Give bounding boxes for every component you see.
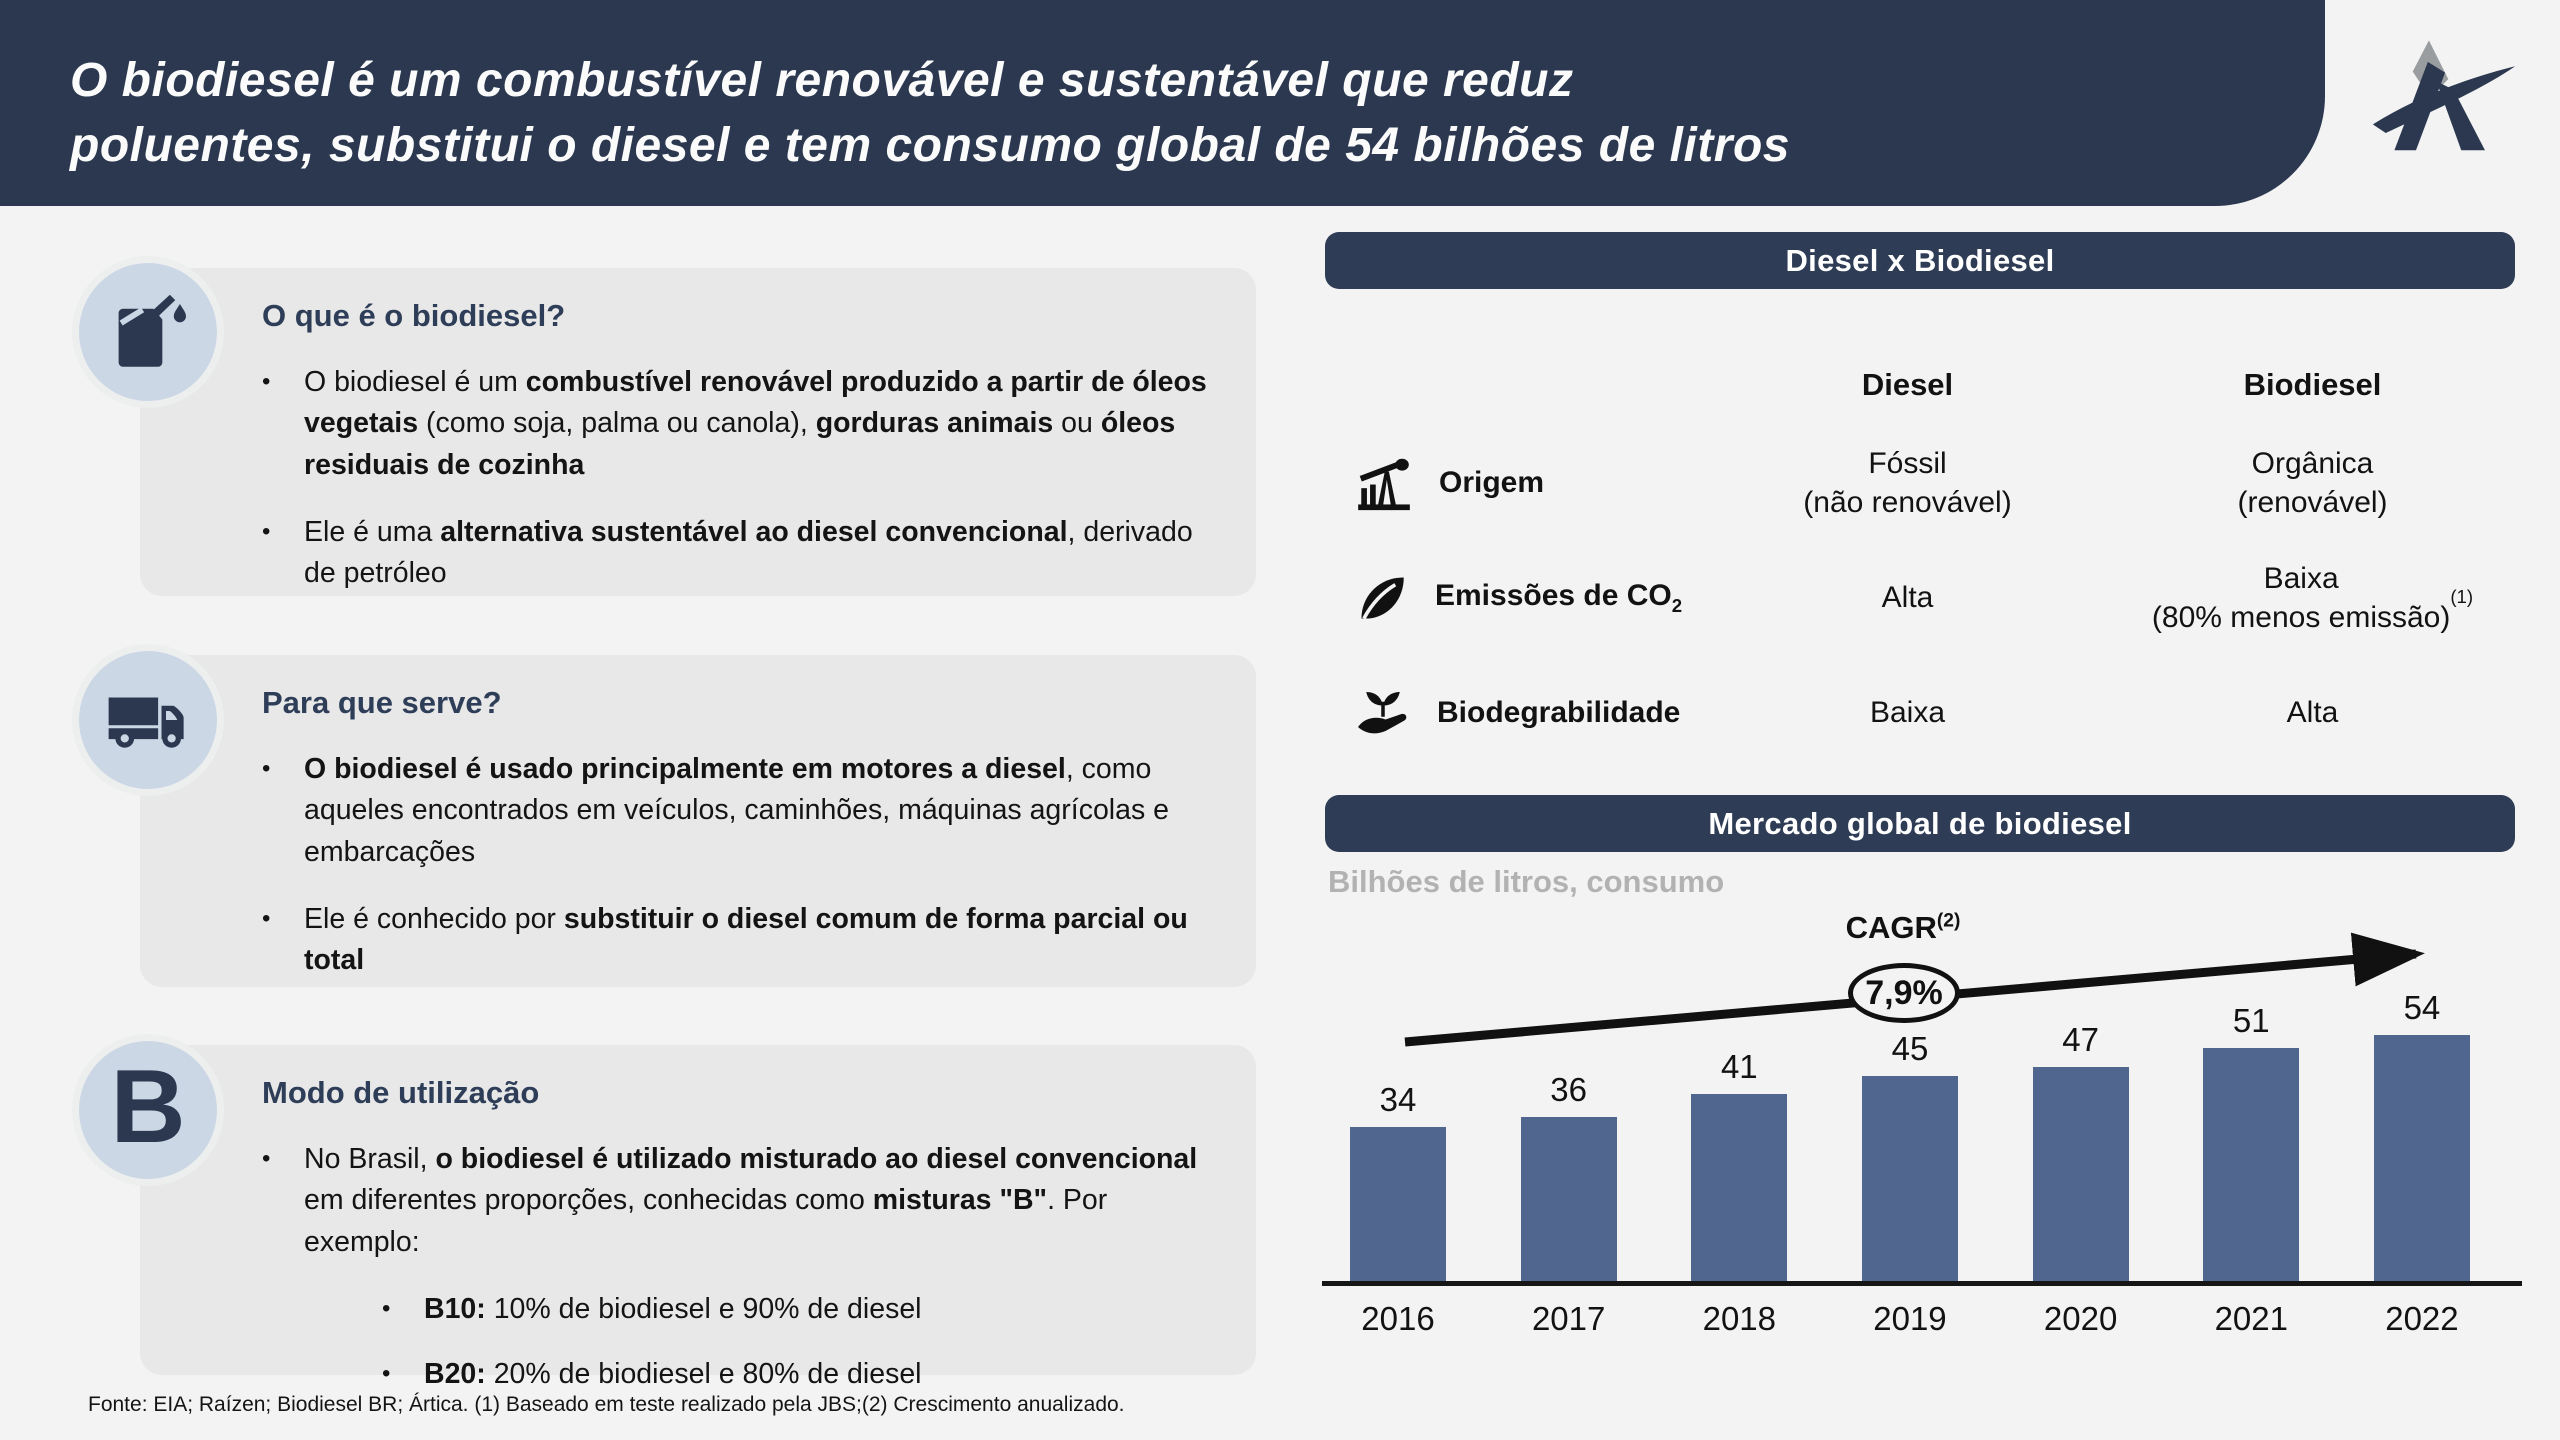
x-tick-label: 2022	[2385, 1300, 2459, 1337]
bar-column: 34	[1350, 1081, 1446, 1283]
bullet-dot-icon: •	[262, 517, 271, 545]
fuel-can-badge	[72, 256, 224, 408]
column-header-biodiesel: Biodiesel	[2243, 366, 2382, 402]
value-origem-biodiesel: Orgânica (renovável)	[2237, 446, 2388, 519]
slide-title: O biodiesel é um combustível renovável e…	[70, 48, 1790, 179]
info-box-modo-utilizacao: Modo de utilização • No Brasil, o biodie…	[140, 1045, 1256, 1390]
x-tick-label: 2020	[2043, 1300, 2118, 1337]
row-label-origem: Origem	[1325, 425, 1705, 540]
bullet-dot-icon: •	[262, 755, 271, 782]
market-banner: Mercado global de biodiesel	[1325, 795, 2515, 852]
truck-badge	[72, 644, 224, 796]
x-tick-label: 2017	[1531, 1300, 1606, 1337]
bullet-item: • Ele é conhecido por substituir o diese…	[262, 899, 1211, 982]
bar-group: 34 36 41 45 47 51 54	[1350, 989, 2470, 1283]
bar	[2373, 1034, 2470, 1283]
bar-column: 47	[2032, 1020, 2129, 1283]
bar-value-label: 47	[2062, 1020, 2099, 1058]
hand-plant-icon	[1358, 691, 1407, 733]
x-tick-label: 2021	[2214, 1300, 2288, 1337]
cagr-value: 7,9%	[1865, 973, 1943, 1012]
chart-x-tick-labels: 2016 2017 2018 2019 2020 2021 2022	[1350, 1300, 2470, 1338]
bar	[2032, 1066, 2129, 1283]
box-title: O que é o biodiesel?	[262, 298, 566, 333]
bullet-text: Ele é uma alternativa sustentável ao die…	[304, 515, 1193, 590]
bar-column: 54	[2373, 988, 2470, 1283]
bullet-text: O biodiesel é um combustível renovável p…	[304, 366, 1207, 481]
bullet-text: B10: 10% de biodiesel e 90% de diesel	[424, 1292, 922, 1325]
header-banner: O biodiesel é um combustível renovável e…	[0, 0, 2325, 206]
bar-column: 45	[1861, 1030, 1958, 1283]
letter-b-badge: B	[72, 1034, 224, 1186]
slide-title-line2: poluentes, substitui o diesel e tem cons…	[70, 119, 1790, 173]
value-emissoes-biodiesel: Baixa (80% menos emissão) (1)	[2151, 561, 2474, 634]
bar-column: 41	[1691, 1048, 1788, 1283]
slide-title-line1: O biodiesel é um combustível renovável e…	[70, 54, 1574, 107]
bar	[1520, 1117, 1617, 1283]
bullet-dot-icon: •	[382, 1360, 391, 1388]
bar	[1691, 1094, 1788, 1283]
cagr-label: CAGR(2)	[1845, 910, 1961, 945]
x-tick-label: 2016	[1361, 1300, 1435, 1337]
bullet-item: • Ele é uma alternativa sustentável ao d…	[262, 512, 1211, 595]
row-label-biodegrabilidade: Biodegrabilidade	[1325, 655, 1705, 770]
source-footnote: Fonte: EIA; Raízen; Biodiesel BR; Ártica…	[88, 1393, 1125, 1416]
bar-value-label: 41	[1720, 1048, 1758, 1086]
bullet-item: • O biodiesel é usado principalmente em …	[262, 749, 1211, 873]
oil-pump-icon	[1358, 458, 1410, 510]
bar-column: 51	[2203, 1002, 2300, 1283]
row-label-text: Emissões de CO2	[1435, 579, 1683, 617]
row-label-emissoes: Emissões de CO2	[1325, 540, 1705, 655]
bar	[2203, 1048, 2300, 1283]
bullet-text: O biodiesel é usado principalmente em mo…	[304, 753, 1169, 868]
bullet-item: • No Brasil, o biodiesel é utilizado mis…	[262, 1139, 1211, 1263]
bar-value-label: 34	[1379, 1080, 1417, 1118]
value-emissoes-diesel: Alta	[1881, 581, 1934, 614]
bullet-dot-icon: •	[382, 1294, 391, 1322]
sub-bullet-item: • B20: 20% de biodiesel e 80% de diesel	[382, 1354, 1211, 1395]
bullet-text: B20: 20% de biodiesel e 80% de diesel	[424, 1358, 922, 1391]
sub-bullet-item: • B10: 10% de biodiesel e 90% de diesel	[382, 1289, 1211, 1330]
fuel-can-icon	[118, 294, 186, 367]
value-origem-diesel: Fóssil (não renovável)	[1803, 446, 2012, 519]
bar-value-label: 45	[1891, 1030, 1929, 1067]
leaf-icon	[1361, 576, 1404, 619]
bullet-dot-icon: •	[262, 368, 271, 395]
bullet-dot-icon: •	[262, 904, 271, 932]
comparison-table: Diesel Biodiesel Origem Fóssil (não reno…	[1325, 345, 2515, 770]
bar-column: 36	[1520, 1071, 1617, 1283]
comparison-banner-label: Diesel x Biodiesel	[1785, 242, 2055, 278]
bullet-dot-icon: •	[262, 1145, 271, 1172]
bar-value-label: 51	[2232, 1002, 2270, 1040]
chart-x-axis	[1322, 1281, 2522, 1286]
value-biodegrabilidade-diesel: Baixa	[1869, 696, 1946, 729]
bullet-item: • O biodiesel é um combustível renovável…	[262, 362, 1211, 486]
letter-b-icon: B	[110, 1049, 186, 1165]
comparison-banner: Diesel x Biodiesel	[1325, 232, 2515, 289]
market-banner-label: Mercado global de biodiesel	[1708, 805, 2132, 841]
row-label-text: Biodegrabilidade	[1437, 696, 1681, 729]
x-tick-label: 2019	[1873, 1300, 1947, 1337]
truck-icon	[108, 697, 184, 748]
bullet-text: No Brasil, o biodiesel é utilizado mistu…	[304, 1143, 1198, 1258]
bullet-text: Ele é conhecido por substituir o diesel …	[304, 902, 1188, 977]
bar-value-label: 36	[1550, 1071, 1588, 1109]
column-header-diesel: Diesel	[1861, 366, 1954, 402]
value-biodegrabilidade-biodiesel: Alta	[2286, 696, 2339, 729]
box-title: Modo de utilização	[262, 1075, 540, 1110]
cagr-value-badge: 7,9%	[1848, 963, 1960, 1023]
table-corner-cell	[1325, 345, 1705, 425]
chart-units-label: Bilhões de litros, consumo	[1328, 864, 1725, 899]
bar-value-label: 54	[2403, 988, 2441, 1026]
x-tick-label: 2018	[1702, 1300, 1777, 1337]
info-box-o-que-e: O que é o biodiesel? • O biodiesel é um …	[140, 268, 1256, 596]
artica-logo-icon	[2368, 36, 2520, 160]
box-title: Para que serve?	[262, 685, 502, 720]
bar	[1350, 1126, 1446, 1283]
bar	[1861, 1076, 1958, 1283]
row-label-text: Origem	[1439, 466, 1545, 499]
info-box-para-que-serve: Para que serve? • O biodiesel é usado pr…	[140, 655, 1256, 987]
